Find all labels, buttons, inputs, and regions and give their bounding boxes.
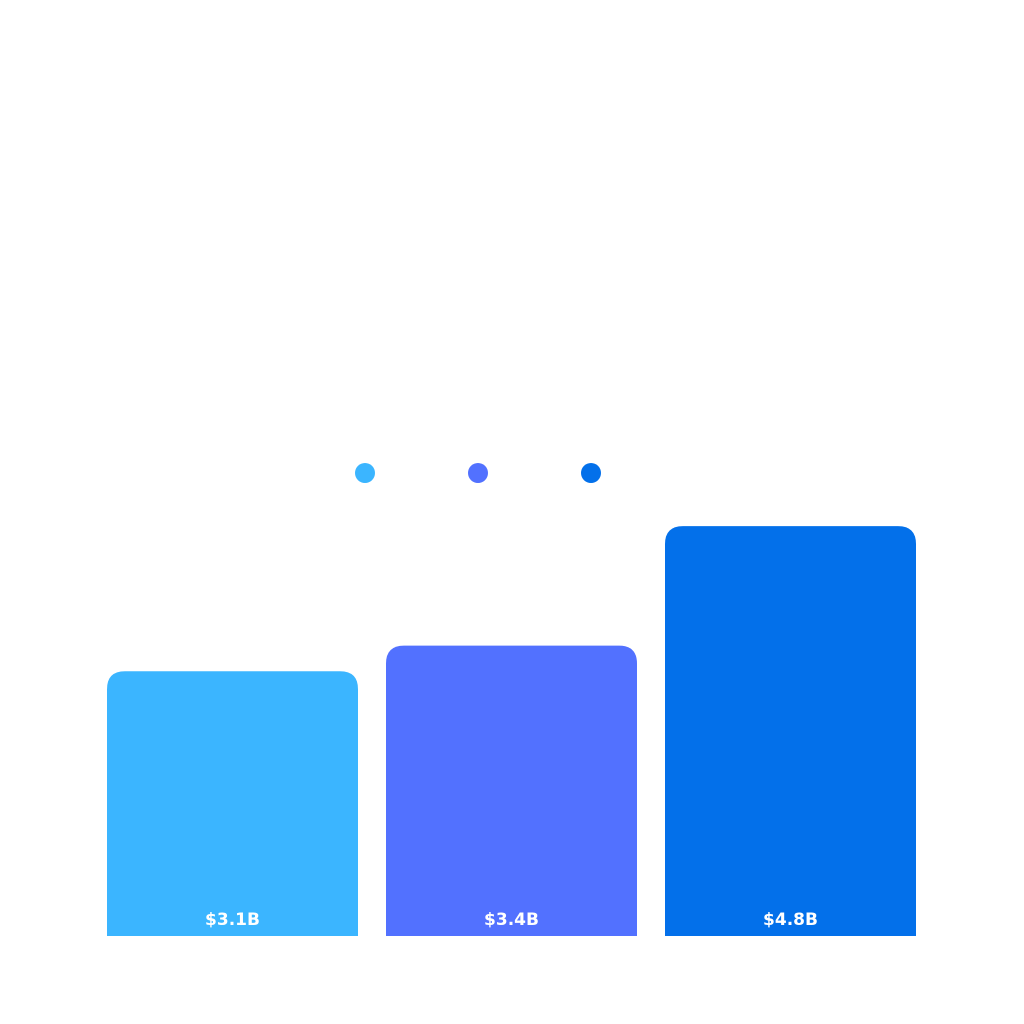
legend-marker-1 <box>355 463 375 483</box>
bar-3 <box>665 526 916 936</box>
bar-value-label-3: $4.8B <box>763 910 818 930</box>
bar-value-label-2: $3.4B <box>484 910 539 930</box>
bar-1 <box>107 671 358 936</box>
bar-label-group: $3.1B $3.4B $4.8B <box>205 910 818 930</box>
bar-2 <box>386 645 637 936</box>
legend-marker-3 <box>581 463 601 483</box>
bar-group <box>107 526 916 936</box>
chart-legend <box>355 463 601 483</box>
legend-marker-2 <box>468 463 488 483</box>
bar-value-label-1: $3.1B <box>205 910 260 930</box>
